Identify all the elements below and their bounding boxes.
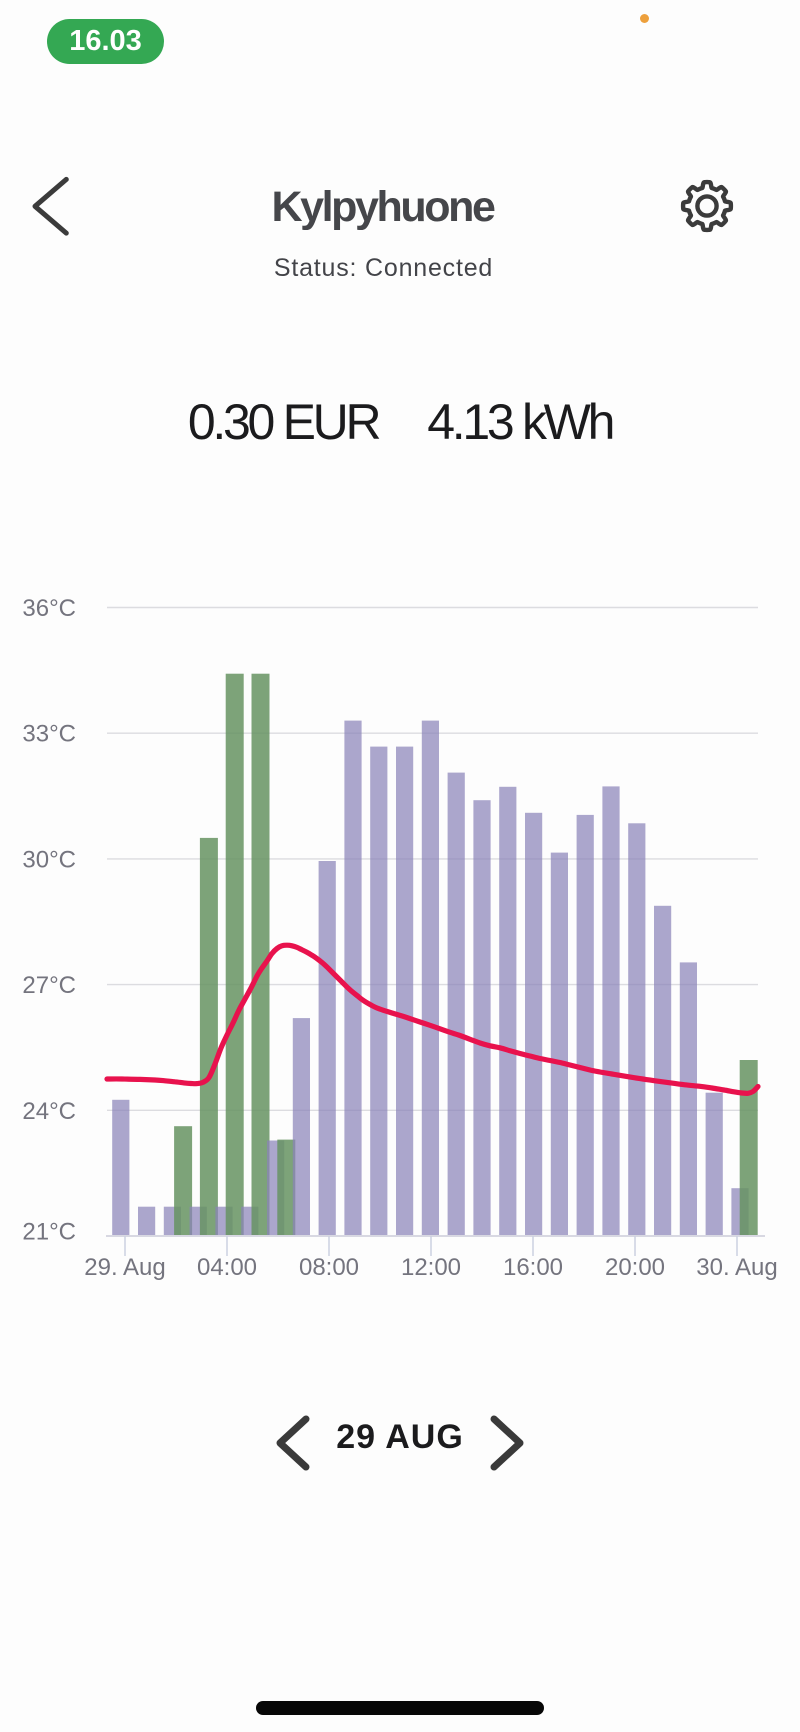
svg-text:04:00: 04:00 [197, 1254, 257, 1281]
svg-text:20:00: 20:00 [605, 1254, 665, 1281]
svg-text:29. Aug: 29. Aug [84, 1254, 165, 1281]
svg-text:33°C: 33°C [22, 721, 76, 748]
svg-text:24°C: 24°C [22, 1098, 76, 1125]
svg-text:30. Aug: 30. Aug [696, 1254, 777, 1281]
svg-text:30°C: 30°C [22, 846, 76, 873]
svg-text:16:00: 16:00 [503, 1254, 563, 1281]
svg-text:12:00: 12:00 [401, 1254, 461, 1281]
svg-text:36°C: 36°C [22, 595, 76, 622]
svg-text:08:00: 08:00 [299, 1254, 359, 1281]
svg-text:27°C: 27°C [22, 972, 76, 999]
svg-text:21°C: 21°C [22, 1219, 76, 1246]
